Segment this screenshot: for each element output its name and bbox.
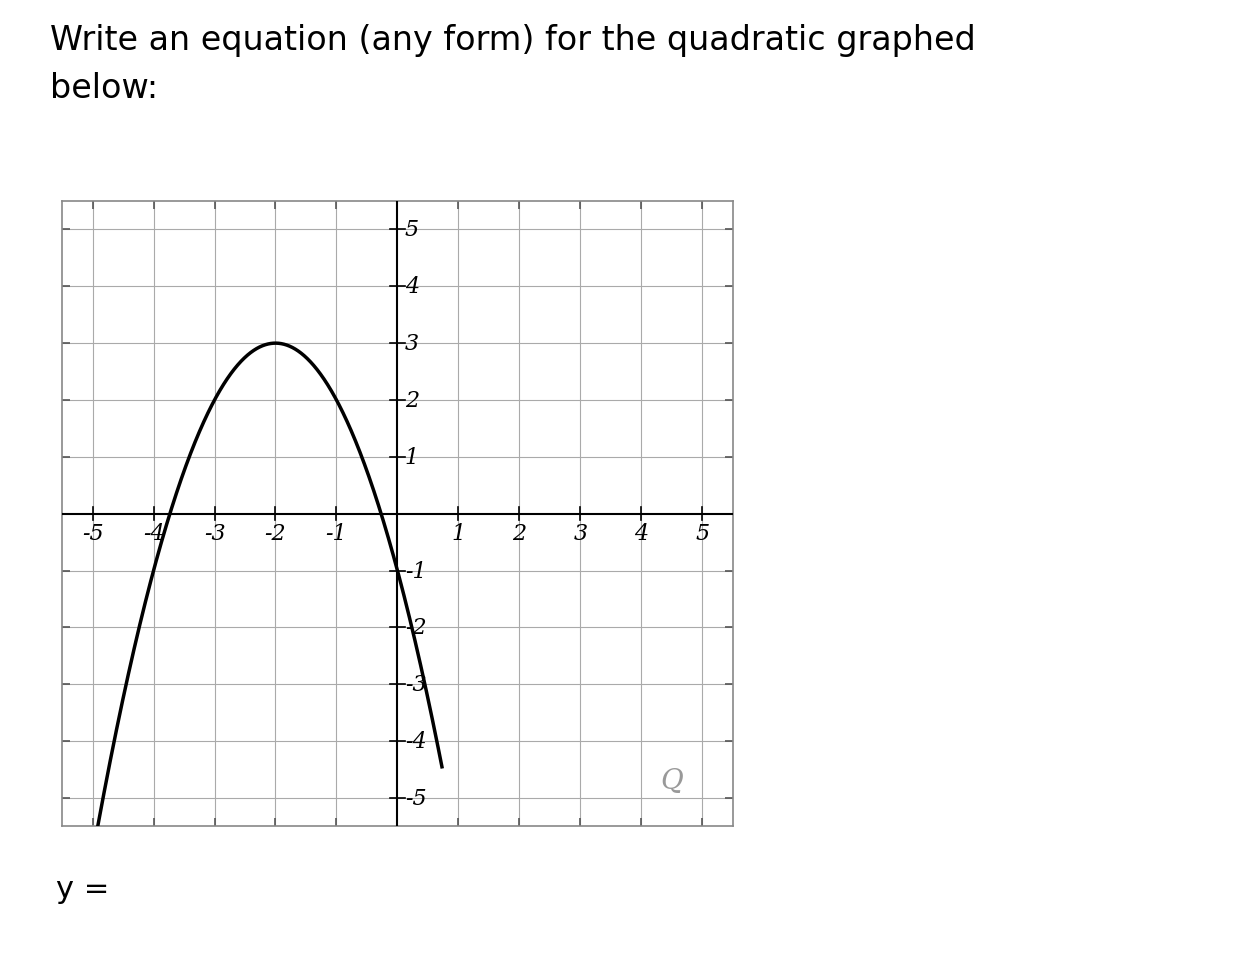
Text: Write an equation (any form) for the quadratic graphed: Write an equation (any form) for the qua… [50,24,975,57]
Text: 3: 3 [405,333,419,355]
Text: Q: Q [661,768,683,795]
Text: 2: 2 [512,523,527,545]
Text: 2: 2 [405,389,419,411]
Text: 5: 5 [405,219,419,241]
Text: y =: y = [56,875,109,903]
Text: -3: -3 [405,674,426,696]
Text: 4: 4 [405,276,419,298]
Text: -3: -3 [204,523,225,545]
Text: -1: -1 [405,560,426,582]
Text: -1: -1 [325,523,348,545]
Text: 4: 4 [635,523,648,545]
Text: -2: -2 [265,523,287,545]
Text: 1: 1 [405,446,419,468]
Text: -5: -5 [405,787,426,809]
Text: -2: -2 [405,617,426,639]
Text: -5: -5 [82,523,103,545]
Text: below:: below: [50,72,158,105]
Text: 3: 3 [574,523,587,545]
Text: 1: 1 [451,523,466,545]
FancyBboxPatch shape [132,853,738,934]
Text: -4: -4 [405,730,426,752]
Text: -4: -4 [143,523,164,545]
Text: 5: 5 [696,523,709,545]
